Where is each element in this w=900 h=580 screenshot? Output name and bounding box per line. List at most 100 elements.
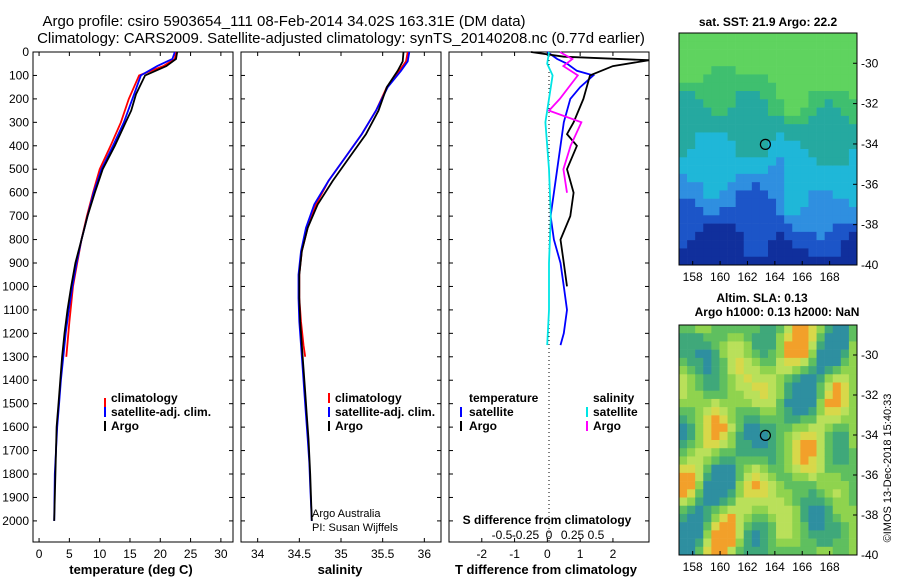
- map-cell: [679, 49, 688, 59]
- map-cell: [824, 173, 834, 183]
- map-cell: [808, 248, 817, 258]
- map-cell: [679, 538, 688, 548]
- map-cell: [768, 190, 777, 200]
- map-cell: [800, 157, 809, 166]
- map-cell: [687, 173, 696, 183]
- map-cell: [679, 173, 688, 183]
- map-cell: [800, 456, 809, 465]
- map-cell: [776, 522, 785, 531]
- map-cell: [784, 33, 793, 42]
- map-cell: [687, 440, 696, 449]
- map-cell: [776, 49, 785, 59]
- map-cell: [816, 398, 825, 408]
- map-cell: [768, 349, 777, 359]
- map-cell: [743, 431, 753, 441]
- map-cell: [703, 423, 712, 433]
- map-cell: [792, 248, 801, 258]
- map-cell: [719, 415, 728, 424]
- map-cell: [743, 49, 753, 59]
- map-cell: [735, 505, 745, 515]
- map-cell: [776, 415, 785, 424]
- map-cell: [768, 173, 777, 183]
- map-cell: [743, 198, 753, 208]
- map-cell: [679, 66, 688, 75]
- map-cell: [735, 448, 745, 457]
- map-cell: [840, 157, 850, 166]
- map-cell: [824, 107, 834, 117]
- map-cell: [792, 231, 801, 241]
- map-cell: [759, 505, 769, 515]
- map-cell: [816, 240, 825, 249]
- map-cell: [703, 124, 712, 133]
- map-cell: [711, 248, 720, 258]
- map-cell: [792, 91, 801, 100]
- map-cell: [824, 33, 834, 42]
- map-cell: [784, 357, 793, 367]
- map-cell: [808, 157, 817, 166]
- map-cell: [743, 140, 753, 150]
- map-cell: [784, 398, 793, 408]
- map-cell: [800, 530, 809, 539]
- x-tick-label: 0: [544, 547, 551, 561]
- map-cell: [832, 49, 842, 59]
- map-cell: [792, 522, 801, 531]
- map-cell: [695, 149, 704, 158]
- map-cell: [808, 33, 817, 42]
- map-cell: [759, 140, 769, 150]
- map-cell: [816, 66, 825, 75]
- map-cell: [768, 431, 777, 441]
- map-cell: [832, 456, 842, 465]
- map-cell: [848, 472, 858, 482]
- map-cell: [784, 248, 793, 258]
- copyright-stamp: ©IMOS 13-Dec-2018 15:40:33: [882, 394, 894, 543]
- map-cell: [711, 398, 720, 408]
- map-cell: [695, 215, 704, 224]
- depth-tick-label: 1400: [2, 373, 29, 387]
- map-cell: [800, 398, 809, 408]
- map-cell: [784, 107, 793, 117]
- map-cell: [719, 149, 728, 158]
- map-cell: [800, 538, 809, 548]
- lat-tick-label: -30: [861, 348, 879, 362]
- map-cell: [784, 190, 793, 200]
- map-cell: [759, 530, 769, 539]
- map-cell: [800, 165, 809, 175]
- map-cell: [784, 497, 793, 507]
- map-cell: [743, 66, 753, 75]
- map-cell: [727, 190, 736, 200]
- map-cell: [816, 374, 825, 383]
- map-cell: [792, 448, 801, 457]
- map-cell: [695, 464, 704, 474]
- map-cell: [768, 440, 777, 449]
- map-cell: [832, 115, 842, 125]
- map-cell: [848, 74, 858, 84]
- map-cell: [711, 448, 720, 457]
- map-cell: [816, 82, 825, 92]
- map-cell: [784, 415, 793, 424]
- map-cell: [679, 132, 688, 142]
- map-cell: [776, 440, 785, 449]
- map-cell: [776, 357, 785, 367]
- map-cell: [711, 407, 720, 416]
- map-cell: [703, 464, 712, 474]
- map-cell: [840, 423, 850, 433]
- map-cell: [735, 198, 745, 208]
- map-cell: [792, 41, 801, 50]
- map-cell: [800, 505, 809, 515]
- map-cell: [768, 513, 777, 523]
- map-cell: [719, 57, 728, 67]
- map-cell: [727, 91, 736, 100]
- map-cell: [776, 431, 785, 441]
- map-cell: [776, 472, 785, 482]
- s-tick-label: -0.25: [512, 528, 540, 542]
- map-cell: [800, 41, 809, 50]
- x-tick-label: 1: [577, 547, 584, 561]
- map-cell: [792, 107, 801, 117]
- map-cell: [735, 248, 745, 258]
- map-cell: [808, 407, 817, 416]
- map-cell: [800, 513, 809, 523]
- map-cell: [832, 248, 842, 258]
- map-cell: [727, 149, 736, 158]
- map-cell: [695, 398, 704, 408]
- map-cell: [824, 423, 834, 433]
